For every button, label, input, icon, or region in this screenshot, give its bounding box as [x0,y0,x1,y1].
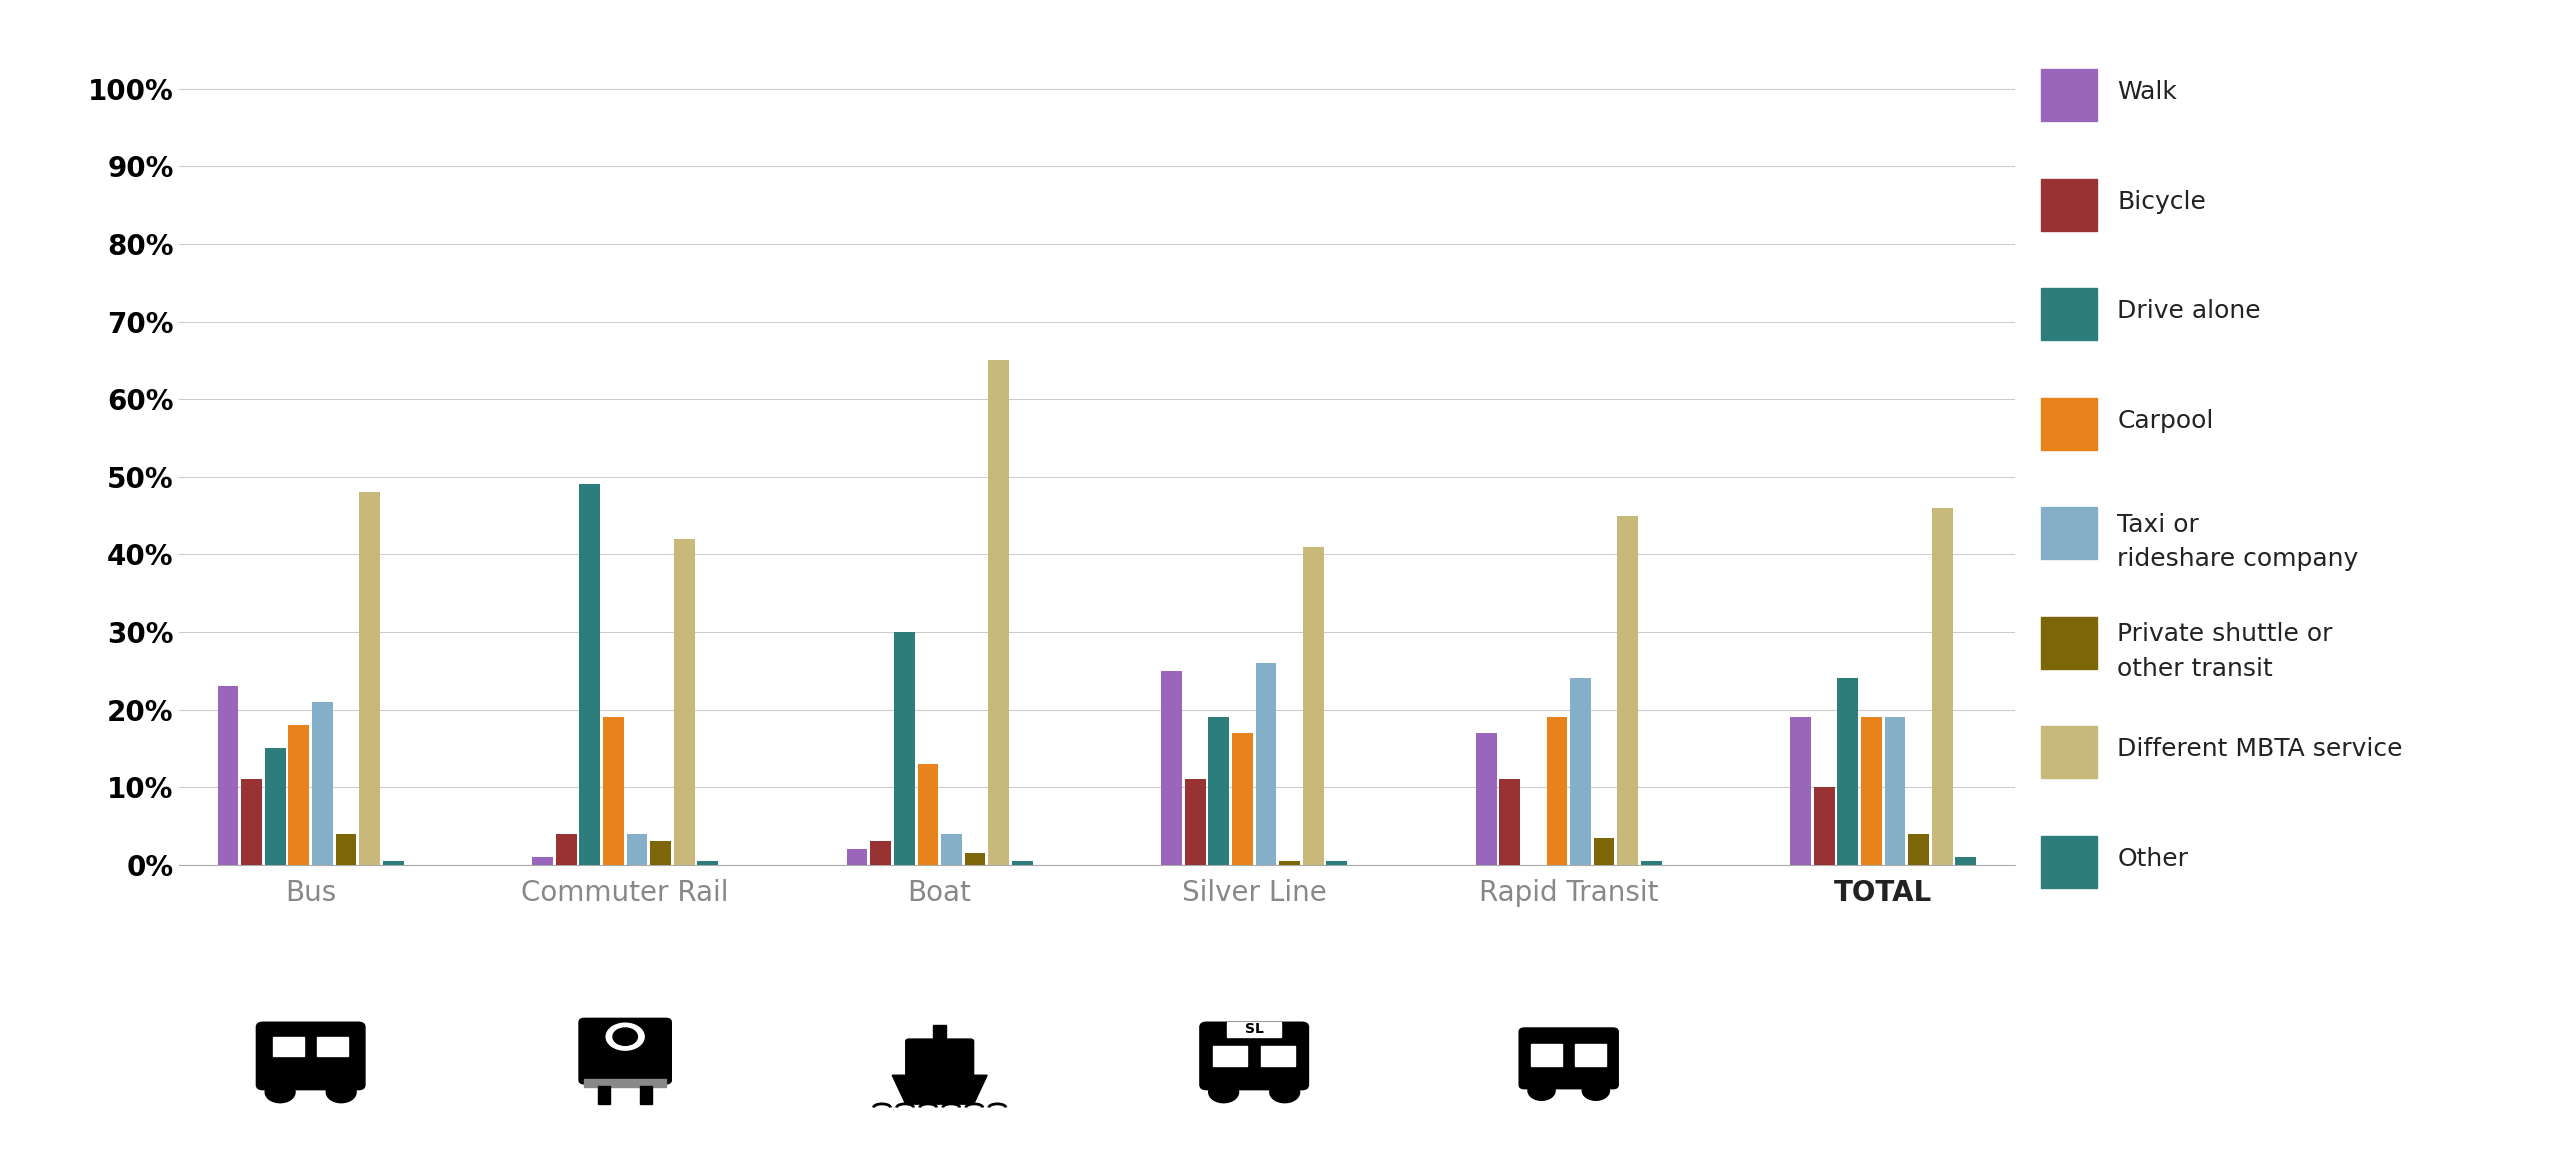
Text: Walk: Walk [2117,81,2176,104]
Bar [1260,1046,1296,1065]
Text: SL: SL [1245,1023,1263,1037]
Bar [1013,861,1033,865]
Bar [602,717,625,865]
Text: rideshare company: rideshare company [2117,548,2360,571]
Bar [597,1086,610,1105]
Bar [1531,1043,1561,1065]
Bar [934,1025,946,1041]
Bar [1214,1046,1247,1065]
Bar [1814,787,1834,865]
Circle shape [327,1082,357,1102]
Bar [893,632,916,865]
Bar [696,861,719,865]
Text: Other: Other [2117,847,2189,871]
Bar [1908,834,1929,865]
Bar [870,842,890,865]
FancyBboxPatch shape [1199,1023,1309,1090]
Bar [987,360,1010,865]
Bar [1500,779,1520,865]
Bar [1474,733,1497,865]
Text: other transit: other transit [2117,657,2273,680]
Circle shape [1528,1082,1556,1100]
Bar [1640,861,1661,865]
Bar [288,725,309,865]
Circle shape [1270,1082,1298,1102]
Bar [1278,861,1301,865]
Bar [1255,663,1276,865]
Bar [533,857,554,865]
FancyBboxPatch shape [906,1039,974,1078]
Bar [1837,678,1857,865]
Bar [1577,1043,1607,1065]
Bar [1161,671,1181,865]
Bar [311,702,332,865]
Bar [1304,547,1324,865]
Bar [556,834,577,865]
Bar [273,1037,304,1056]
Bar [383,861,403,865]
Bar [651,842,671,865]
Text: Private shuttle or: Private shuttle or [2117,623,2332,646]
Polygon shape [893,1076,987,1105]
Bar [1617,515,1638,865]
Bar [918,764,939,865]
Text: Bicycle: Bicycle [2117,190,2207,213]
Bar [1569,678,1592,865]
Bar [316,1037,347,1056]
Circle shape [1582,1082,1610,1100]
Bar [1791,717,1811,865]
Bar [360,492,380,865]
Bar [265,748,286,865]
Bar [1931,507,1952,865]
Circle shape [607,1023,645,1050]
Bar [941,834,962,865]
Circle shape [612,1028,638,1046]
Bar [1957,857,1977,865]
FancyBboxPatch shape [258,1023,365,1090]
Bar [1546,717,1566,865]
Bar [242,779,263,865]
Bar [1209,717,1230,865]
Circle shape [265,1082,296,1102]
Bar [1327,861,1347,865]
Bar [1885,717,1906,865]
Bar [1184,779,1207,865]
FancyBboxPatch shape [579,1018,671,1084]
Text: Different MBTA service: Different MBTA service [2117,738,2403,761]
Text: Drive alone: Drive alone [2117,300,2260,323]
Bar [337,834,357,865]
Bar [964,853,985,865]
Bar [579,484,599,865]
Bar [217,686,237,865]
Bar [628,834,648,865]
Text: Carpool: Carpool [2117,409,2214,432]
Bar [640,1086,653,1105]
Circle shape [1209,1082,1240,1102]
Bar [584,1078,666,1087]
Bar [1227,1023,1281,1037]
Bar [847,850,867,865]
Bar [673,538,694,865]
Bar [1594,837,1615,865]
FancyBboxPatch shape [1520,1028,1617,1088]
Text: Taxi or: Taxi or [2117,513,2199,536]
Bar [1862,717,1883,865]
Bar [1232,733,1253,865]
